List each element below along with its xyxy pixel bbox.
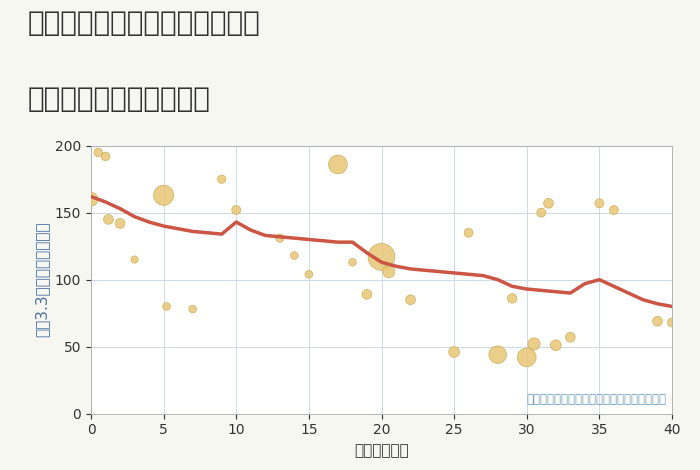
Point (129, 256, 140, 263)
Point (187, 306, 198, 313)
Point (216, 175, 228, 183)
Point (361, 290, 372, 298)
Text: 円の大きさは、取引のあった物件面積を示す: 円の大きさは、取引のあった物件面積を示す (526, 392, 666, 406)
Point (528, 340, 540, 348)
Point (161, 303, 172, 310)
Point (507, 295, 518, 302)
Point (666, 319, 678, 326)
Point (303, 271, 314, 278)
Point (536, 209, 547, 216)
Point (274, 235, 286, 242)
Point (289, 252, 300, 259)
Point (449, 348, 460, 356)
Point (100, 153, 111, 160)
Point (92, 149, 104, 156)
Point (376, 253, 387, 261)
Point (608, 206, 620, 214)
Point (103, 216, 114, 223)
X-axis label: 築年数（年）: 築年数（年） (354, 443, 409, 458)
Point (492, 351, 503, 359)
Point (550, 342, 561, 349)
Y-axis label: 坪（3.3㎡）単価（万円）: 坪（3.3㎡）単価（万円） (34, 222, 49, 337)
Point (85, 196, 97, 203)
Point (383, 268, 394, 275)
Point (114, 219, 126, 227)
Point (463, 229, 475, 236)
Point (332, 161, 344, 168)
Point (346, 258, 358, 266)
Point (521, 353, 532, 361)
Point (543, 200, 554, 207)
Point (565, 334, 576, 341)
Point (594, 200, 605, 207)
Text: 築年数別中古戸建て価格: 築年数別中古戸建て価格 (28, 85, 211, 113)
Point (652, 317, 663, 325)
Point (405, 296, 416, 304)
Text: 愛知県名古屋市中村区若宮町の: 愛知県名古屋市中村区若宮町の (28, 9, 260, 38)
Point (158, 191, 169, 199)
Point (231, 206, 242, 214)
